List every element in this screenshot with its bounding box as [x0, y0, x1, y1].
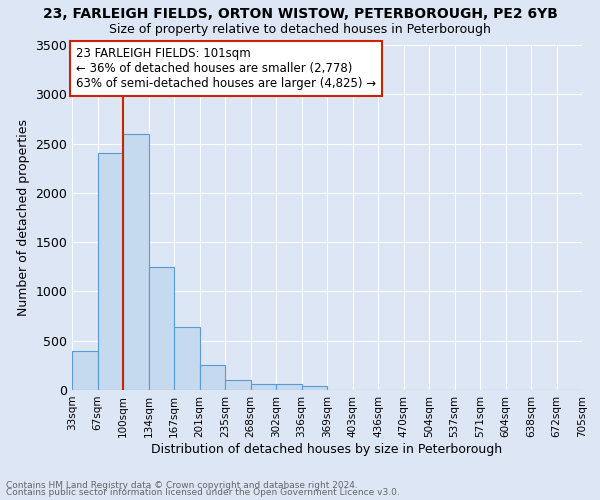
Bar	[302, 386, 327, 390]
Bar	[97, 154, 123, 390]
Y-axis label: Number of detached properties: Number of detached properties	[17, 119, 30, 316]
Bar	[199, 366, 225, 390]
Text: 23, FARLEIGH FIELDS, ORTON WISTOW, PETERBOROUGH, PE2 6YB: 23, FARLEIGH FIELDS, ORTON WISTOW, PETER…	[43, 8, 557, 22]
Bar	[72, 350, 97, 390]
Text: Contains public sector information licensed under the Open Government Licence v3: Contains public sector information licen…	[6, 488, 400, 497]
Bar	[149, 267, 174, 390]
Text: Contains HM Land Registry data © Crown copyright and database right 2024.: Contains HM Land Registry data © Crown c…	[6, 480, 358, 490]
Bar	[123, 134, 149, 390]
Bar	[225, 380, 251, 390]
Bar	[251, 384, 276, 390]
X-axis label: Distribution of detached houses by size in Peterborough: Distribution of detached houses by size …	[151, 442, 503, 456]
Text: Size of property relative to detached houses in Peterborough: Size of property relative to detached ho…	[109, 22, 491, 36]
Bar	[276, 384, 302, 390]
Text: 23 FARLEIGH FIELDS: 101sqm
← 36% of detached houses are smaller (2,778)
63% of s: 23 FARLEIGH FIELDS: 101sqm ← 36% of deta…	[76, 47, 376, 90]
Bar	[174, 327, 199, 390]
